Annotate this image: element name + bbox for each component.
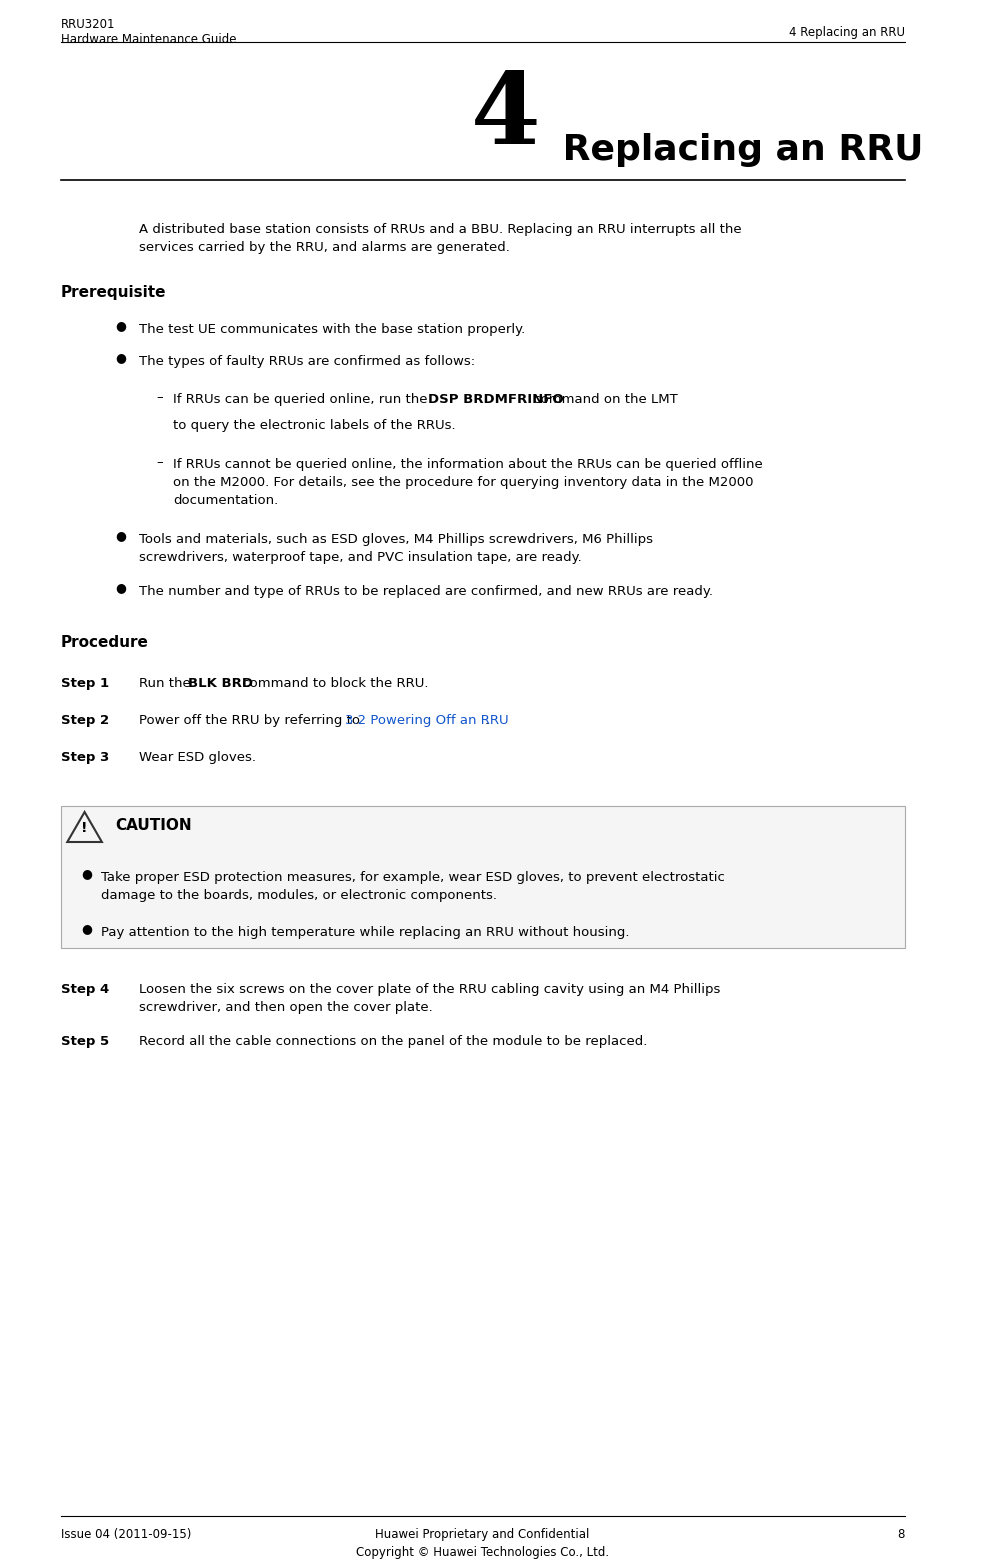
- Text: The types of faulty RRUs are confirmed as follows:: The types of faulty RRUs are confirmed a…: [139, 355, 475, 368]
- Text: If RRUs cannot be queried online, the information about the RRUs can be queried : If RRUs cannot be queried online, the in…: [173, 457, 762, 507]
- Text: Pay attention to the high temperature while replacing an RRU without housing.: Pay attention to the high temperature wh…: [101, 926, 629, 940]
- Text: 4 Replacing an RRU: 4 Replacing an RRU: [787, 27, 904, 39]
- Text: The test UE communicates with the base station properly.: The test UE communicates with the base s…: [139, 323, 526, 337]
- Text: Step 5: Step 5: [60, 1035, 108, 1048]
- Text: ●: ●: [81, 922, 92, 935]
- Text: Take proper ESD protection measures, for example, wear ESD gloves, to prevent el: Take proper ESD protection measures, for…: [101, 871, 724, 902]
- Text: BLK BRD: BLK BRD: [188, 677, 253, 691]
- Text: command to block the RRU.: command to block the RRU.: [238, 677, 428, 691]
- Text: Prerequisite: Prerequisite: [60, 285, 165, 301]
- Text: Procedure: Procedure: [60, 634, 148, 650]
- Text: Replacing an RRU: Replacing an RRU: [550, 133, 923, 168]
- Text: The number and type of RRUs to be replaced are confirmed, and new RRUs are ready: The number and type of RRUs to be replac…: [139, 586, 713, 598]
- Text: to query the electronic labels of the RRUs.: to query the electronic labels of the RR…: [173, 420, 455, 432]
- Text: Huawei Proprietary and Confidential: Huawei Proprietary and Confidential: [375, 1528, 589, 1541]
- Text: 8: 8: [897, 1528, 904, 1541]
- Text: Record all the cable connections on the panel of the module to be replaced.: Record all the cable connections on the …: [139, 1035, 647, 1048]
- Text: DSP BRDMFRINFO: DSP BRDMFRINFO: [427, 393, 563, 406]
- Text: Wear ESD gloves.: Wear ESD gloves.: [139, 752, 256, 764]
- Text: .: .: [484, 714, 488, 727]
- Text: RRU3201: RRU3201: [60, 17, 115, 31]
- Text: Copyright © Huawei Technologies Co., Ltd.: Copyright © Huawei Technologies Co., Ltd…: [356, 1546, 609, 1560]
- Text: 3.2 Powering Off an RRU: 3.2 Powering Off an RRU: [345, 714, 509, 727]
- Text: Issue 04 (2011-09-15): Issue 04 (2011-09-15): [60, 1528, 191, 1541]
- Text: A distributed base station consists of RRUs and a BBU. Replacing an RRU interrup: A distributed base station consists of R…: [139, 222, 741, 254]
- Text: Hardware Maintenance Guide: Hardware Maintenance Guide: [60, 33, 236, 45]
- Text: CAUTION: CAUTION: [115, 819, 192, 833]
- Text: –: –: [156, 392, 163, 404]
- Text: Step 3: Step 3: [60, 752, 108, 764]
- Text: –: –: [156, 456, 163, 468]
- Text: command on the LMT: command on the LMT: [529, 393, 677, 406]
- Text: Step 4: Step 4: [60, 983, 108, 996]
- Text: !: !: [81, 821, 87, 835]
- Text: If RRUs can be queried online, run the: If RRUs can be queried online, run the: [173, 393, 431, 406]
- Text: ●: ●: [115, 581, 126, 594]
- Text: Run the: Run the: [139, 677, 196, 691]
- Text: Tools and materials, such as ESD gloves, M4 Phillips screwdrivers, M6 Phillips
s: Tools and materials, such as ESD gloves,…: [139, 532, 653, 564]
- Text: Loosen the six screws on the cover plate of the RRU cabling cavity using an M4 P: Loosen the six screws on the cover plate…: [139, 983, 720, 1015]
- FancyBboxPatch shape: [60, 806, 904, 947]
- Text: Power off the RRU by referring to: Power off the RRU by referring to: [139, 714, 364, 727]
- Text: ●: ●: [115, 529, 126, 542]
- Text: ●: ●: [115, 351, 126, 363]
- Text: ●: ●: [115, 319, 126, 332]
- Text: 4: 4: [470, 67, 540, 164]
- Text: Step 1: Step 1: [60, 677, 108, 691]
- Text: Step 2: Step 2: [60, 714, 108, 727]
- Text: ●: ●: [81, 868, 92, 880]
